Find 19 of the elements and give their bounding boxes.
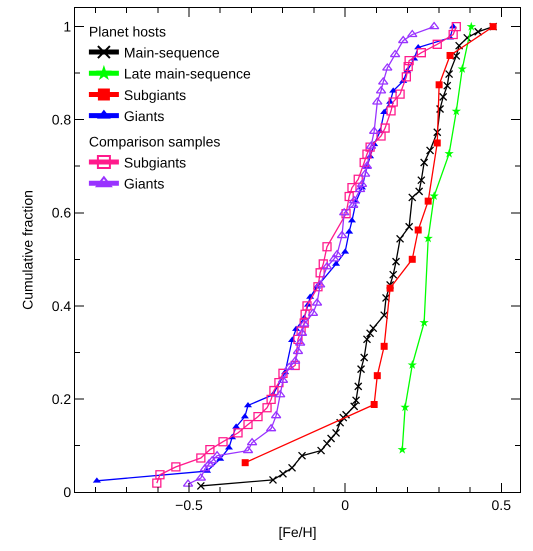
y-tick-label: 0.6 (52, 204, 72, 221)
x-axis-title: [Fe/H] (278, 524, 317, 540)
annotation: Planet hosts (88, 23, 166, 40)
legend-label: Late main-sequence (124, 66, 251, 82)
y-tick-label: 0.8 (52, 112, 72, 128)
legend-label: Giants (124, 108, 164, 124)
legend-label: Subgiants (124, 154, 186, 171)
y-tick-label: 0 (63, 484, 72, 500)
legend-label: Subgiants (124, 86, 186, 103)
legend-label: Main-sequence (124, 44, 220, 61)
x-tick-label: 0 (341, 496, 350, 513)
x-tick-label: 0.5 (492, 496, 512, 513)
y-tick-label: 1 (63, 18, 72, 35)
x-tick-label: −0.5 (175, 496, 204, 513)
y-tick-label: 0.4 (52, 298, 72, 314)
legend-label: Giants (124, 176, 164, 192)
y-axis-title: Cumulative fraction (19, 190, 36, 310)
annotation: Comparison samples (88, 133, 220, 150)
y-tick-label: 0.2 (52, 390, 72, 407)
